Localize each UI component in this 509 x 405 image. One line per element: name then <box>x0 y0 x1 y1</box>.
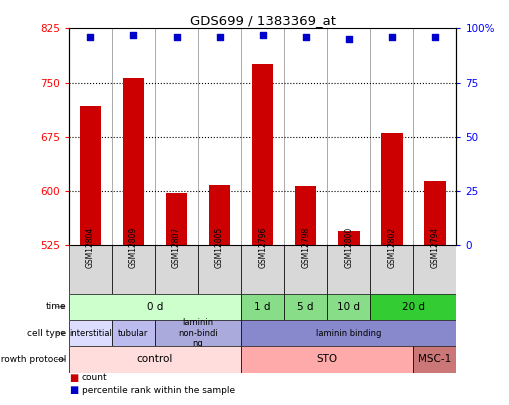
Text: GSM12804: GSM12804 <box>86 227 95 269</box>
Text: GSM12805: GSM12805 <box>215 227 223 269</box>
Text: 10 d: 10 d <box>336 302 359 312</box>
Text: MSC-1: MSC-1 <box>417 354 450 364</box>
Bar <box>294 186 316 245</box>
Text: time: time <box>46 302 66 311</box>
Point <box>86 34 94 40</box>
Bar <box>370 294 456 320</box>
Bar <box>165 193 187 245</box>
Text: STO: STO <box>316 354 337 364</box>
Bar <box>337 230 359 245</box>
Bar <box>380 133 402 245</box>
Text: GSM12796: GSM12796 <box>258 227 267 269</box>
Bar <box>241 294 284 320</box>
Bar <box>155 245 197 294</box>
Bar <box>123 78 144 245</box>
Bar <box>69 346 241 373</box>
Point <box>344 36 352 43</box>
Bar <box>327 294 370 320</box>
Text: count: count <box>81 373 107 382</box>
Bar <box>284 294 327 320</box>
Text: GSM12794: GSM12794 <box>430 227 439 269</box>
Bar <box>423 181 445 245</box>
Text: percentile rank within the sample: percentile rank within the sample <box>81 386 234 394</box>
Point <box>430 34 438 40</box>
Bar <box>197 245 241 294</box>
Bar <box>69 320 111 346</box>
Bar <box>370 245 413 294</box>
Text: GSM12809: GSM12809 <box>129 227 137 269</box>
Bar <box>79 106 101 245</box>
Text: 20 d: 20 d <box>401 302 424 312</box>
Text: laminin
non-bindi
ng: laminin non-bindi ng <box>178 318 217 348</box>
Text: tubular: tubular <box>118 328 148 338</box>
Text: GSM12802: GSM12802 <box>387 227 395 269</box>
Bar <box>251 64 273 245</box>
Text: GSM12798: GSM12798 <box>301 227 309 269</box>
Title: GDS699 / 1383369_at: GDS699 / 1383369_at <box>189 14 335 27</box>
Bar <box>155 320 241 346</box>
Bar <box>241 320 456 346</box>
Point <box>387 34 395 40</box>
Bar <box>241 245 284 294</box>
Text: 5 d: 5 d <box>297 302 314 312</box>
Point <box>215 34 223 40</box>
Text: ■: ■ <box>69 373 78 383</box>
Bar <box>413 346 456 373</box>
Bar <box>69 294 241 320</box>
Text: ■: ■ <box>69 385 78 395</box>
Text: GSM12807: GSM12807 <box>172 227 181 269</box>
Point <box>129 32 137 38</box>
Text: control: control <box>136 354 173 364</box>
Bar <box>327 245 370 294</box>
Text: 1 d: 1 d <box>254 302 270 312</box>
Bar <box>208 185 230 245</box>
Bar <box>111 320 155 346</box>
Text: growth protocol: growth protocol <box>0 355 66 364</box>
Point <box>258 32 266 38</box>
Bar <box>111 245 155 294</box>
Point <box>301 34 309 40</box>
Bar <box>284 245 327 294</box>
Text: laminin binding: laminin binding <box>316 328 381 338</box>
Text: 0 d: 0 d <box>147 302 163 312</box>
Text: cell type: cell type <box>27 328 66 338</box>
Bar <box>69 245 111 294</box>
Bar <box>413 245 456 294</box>
Bar <box>241 346 413 373</box>
Text: GSM12800: GSM12800 <box>344 227 353 269</box>
Text: interstitial: interstitial <box>69 328 111 338</box>
Point <box>172 34 180 40</box>
